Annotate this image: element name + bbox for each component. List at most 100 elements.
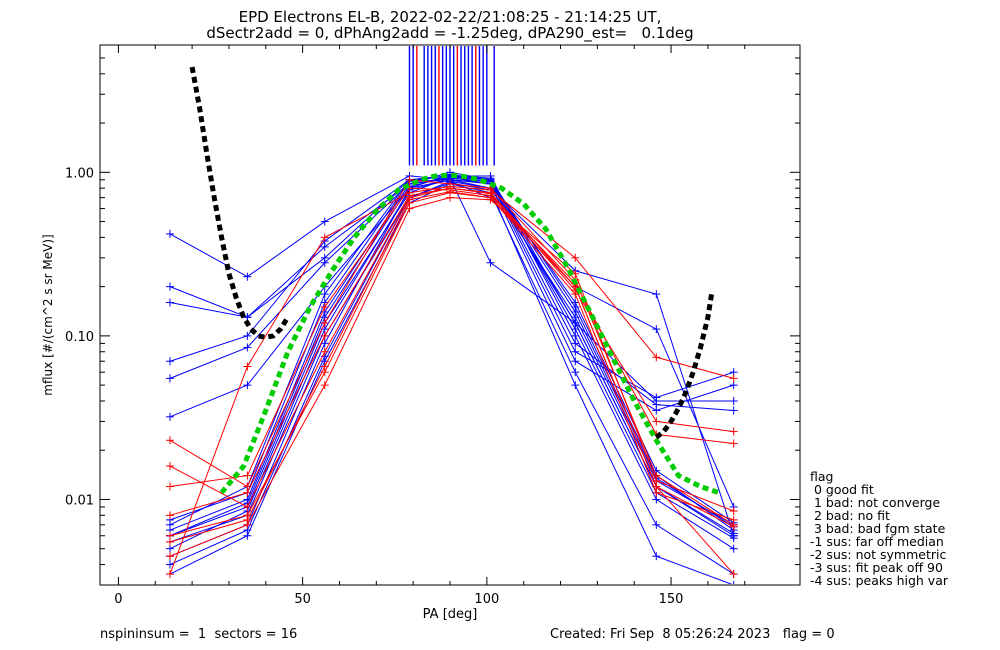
series-point bbox=[405, 175, 414, 184]
series-point bbox=[729, 381, 738, 390]
series-point bbox=[243, 502, 252, 511]
series-point bbox=[571, 307, 580, 316]
y-tick-label: 0.01 bbox=[65, 493, 94, 508]
series-point bbox=[166, 537, 174, 546]
series-point bbox=[166, 357, 174, 366]
fit-layer bbox=[189, 66, 720, 496]
series-point bbox=[320, 258, 329, 267]
series-point bbox=[166, 482, 174, 491]
series-point bbox=[405, 204, 414, 213]
series-point bbox=[652, 325, 661, 334]
series-point bbox=[243, 331, 252, 340]
series-point bbox=[166, 374, 174, 383]
series-point bbox=[652, 520, 661, 529]
flag-legend: flag 0 good fit 1 bad: not converge 2 ba… bbox=[810, 470, 948, 587]
flag-legend-item: 1 bad: not converge bbox=[810, 495, 941, 510]
series-point bbox=[166, 436, 174, 445]
series-point bbox=[729, 507, 738, 516]
series-point bbox=[729, 570, 738, 579]
black-fit-curve bbox=[654, 293, 715, 440]
series-point bbox=[729, 406, 738, 415]
chart-title-line-2: dSectr2add = 0, dPhAng2add = -1.25deg, d… bbox=[206, 24, 694, 42]
series-point bbox=[486, 193, 495, 202]
series-point bbox=[243, 343, 252, 352]
series-point bbox=[243, 381, 252, 390]
series-point bbox=[729, 396, 738, 405]
series-point bbox=[166, 298, 174, 307]
series-point bbox=[571, 253, 580, 262]
series-point bbox=[243, 488, 252, 497]
x-tick-label: 100 bbox=[474, 592, 499, 607]
series-point bbox=[571, 318, 580, 327]
data-layer bbox=[166, 46, 738, 584]
series-point bbox=[652, 290, 661, 299]
x-tick-label: 150 bbox=[659, 592, 684, 607]
series-point bbox=[320, 331, 329, 340]
series-point bbox=[729, 520, 738, 529]
flag-legend-item: -2 sus: not symmetric bbox=[810, 547, 947, 562]
series-point bbox=[320, 303, 329, 312]
y-axis-label: mflux [#/(cm^2 s sr MeV)] bbox=[41, 234, 55, 395]
series-point bbox=[320, 217, 329, 226]
series-point bbox=[405, 195, 414, 204]
series-point bbox=[729, 374, 738, 383]
series-point bbox=[166, 412, 174, 421]
series-point bbox=[652, 353, 661, 362]
series-point bbox=[243, 515, 252, 524]
series-line bbox=[169, 177, 734, 402]
flag-legend-item: -4 sus: peaks high var bbox=[810, 573, 949, 588]
series-line bbox=[169, 183, 734, 575]
series-point bbox=[166, 552, 174, 561]
black-fit-curve bbox=[189, 66, 291, 340]
flag-legend-item: 2 bad: no fit bbox=[810, 508, 890, 523]
series-point bbox=[652, 393, 661, 402]
x-tick-label: 0 bbox=[114, 592, 122, 607]
series-point bbox=[652, 552, 661, 561]
green-fit-curve bbox=[219, 172, 720, 496]
series-line bbox=[169, 179, 734, 418]
series-point bbox=[652, 495, 661, 504]
chart-title-line-1: EPD Electrons EL-B, 2022-02-22/21:08:25 … bbox=[238, 8, 662, 26]
series-point bbox=[320, 381, 329, 390]
series-point bbox=[320, 290, 329, 299]
series-point bbox=[729, 439, 738, 448]
series-line bbox=[169, 191, 735, 575]
series-point bbox=[652, 406, 661, 415]
series-line bbox=[169, 180, 734, 543]
series-point bbox=[166, 570, 174, 579]
series-line bbox=[169, 182, 733, 584]
axis-ticks: 0 50 100 150 0.01 0.10 1.00 bbox=[65, 44, 800, 607]
series-point bbox=[729, 427, 738, 436]
series-point bbox=[166, 229, 174, 238]
series-point bbox=[486, 258, 495, 267]
series-point bbox=[729, 544, 738, 553]
series-point bbox=[652, 417, 661, 426]
series-point bbox=[571, 298, 580, 307]
series-point bbox=[652, 482, 661, 491]
series-point bbox=[571, 368, 580, 377]
series-point bbox=[571, 357, 580, 366]
series-point bbox=[166, 282, 174, 291]
series-point bbox=[166, 462, 174, 471]
flag-legend-title: flag bbox=[810, 469, 834, 484]
series-point bbox=[243, 471, 252, 480]
series-point bbox=[320, 339, 329, 348]
series-point bbox=[320, 233, 329, 242]
series-point bbox=[446, 187, 454, 196]
series-point bbox=[243, 362, 252, 371]
footer-created-info: Created: Fri Sep 8 05:26:24 2023 flag = … bbox=[550, 627, 835, 642]
series-point bbox=[320, 362, 329, 371]
series-point bbox=[166, 560, 174, 569]
y-tick-label: 0.10 bbox=[65, 330, 94, 345]
series-point bbox=[320, 347, 329, 356]
footer-sectors-info: nspininsum = 1 sectors = 16 bbox=[100, 627, 298, 642]
series-point bbox=[243, 272, 252, 281]
series-point bbox=[571, 347, 580, 356]
series-line bbox=[169, 185, 734, 575]
series-point bbox=[571, 381, 580, 390]
flag-legend-item: 3 bad: bad fgm state bbox=[810, 521, 946, 536]
series-point bbox=[571, 331, 580, 340]
series-point bbox=[166, 511, 174, 520]
flag-legend-item: -1 sus: far off median bbox=[810, 534, 944, 549]
flag-legend-item: -3 sus: fit peak off 90 bbox=[810, 560, 943, 575]
